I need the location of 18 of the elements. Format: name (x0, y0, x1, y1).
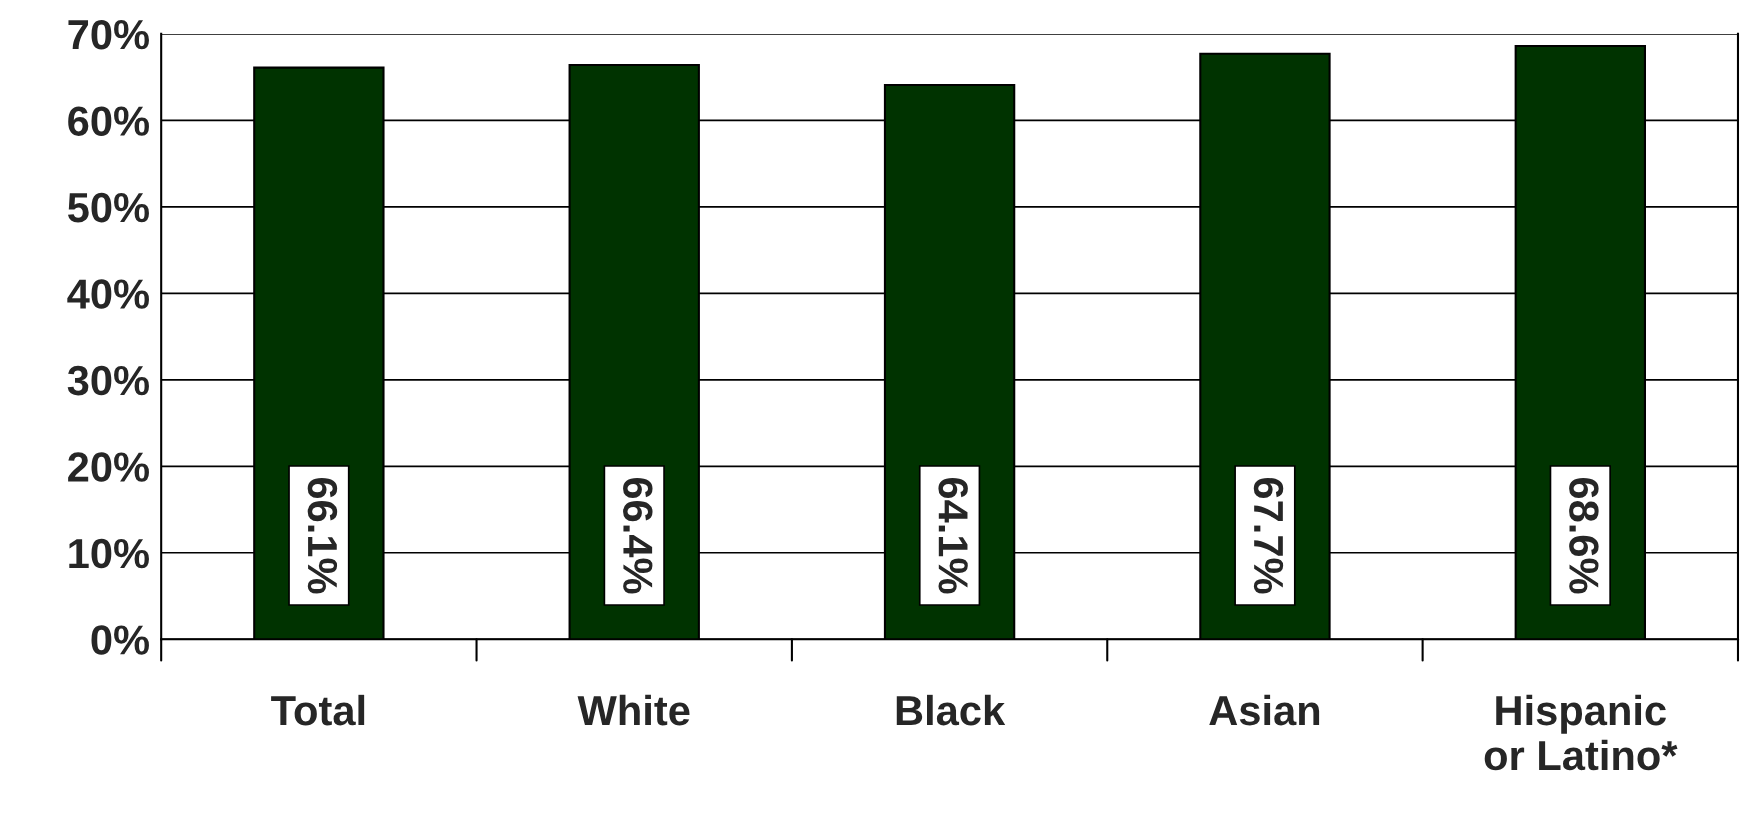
data-label: 64.1% (938, 477, 968, 594)
data-label: 67.7% (1253, 477, 1284, 594)
y-tick-label: 40% (67, 279, 149, 309)
y-tick-label: 50% (67, 192, 149, 223)
y-tick-label: 70% (68, 19, 149, 50)
y-tick-label: 0% (91, 625, 149, 655)
x-tick-label: White (577, 694, 690, 726)
data-label: 68.6% (1569, 477, 1599, 594)
y-tick-label: 30% (67, 365, 149, 396)
y-tick-label: 60% (68, 106, 149, 136)
data-label: 66.1% (307, 477, 338, 594)
x-tick-label: Hispanic or Latino* (1484, 694, 1678, 771)
data-label: 66.4% (623, 477, 653, 594)
x-tick-label: Total (271, 694, 365, 726)
x-tick-label: Black (896, 694, 1006, 726)
x-tick-label: Asian (1209, 694, 1320, 726)
y-tick-label: 10% (69, 538, 149, 569)
y-tick-label: 20% (68, 452, 149, 482)
